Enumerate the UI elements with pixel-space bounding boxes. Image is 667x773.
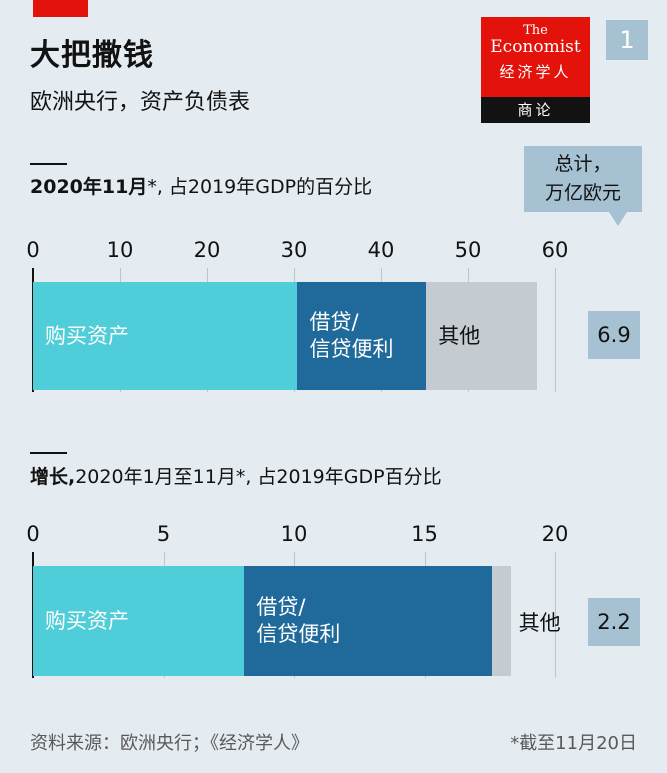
totals-label-pointer bbox=[609, 212, 627, 226]
chart1-tick-label: 20 bbox=[193, 238, 221, 262]
chart2-title-bold: 增长, bbox=[30, 466, 76, 488]
chart2-title: 增长,2020年1月至11月*, 占2019年GDP百分比 bbox=[30, 462, 442, 489]
logo-the: The bbox=[523, 23, 548, 38]
chart1-segment-label: 其他 bbox=[438, 323, 481, 348]
chart-subtitle: 欧洲央行，资产负债表 bbox=[30, 90, 251, 115]
date-footnote: *截至11月20日 bbox=[510, 733, 637, 754]
source-note: 资料来源：欧洲央行；《经济学人》 bbox=[30, 733, 309, 754]
chart1-title: 2020年11月*, 占2019年GDP的百分比 bbox=[30, 172, 372, 199]
brand-red-tab bbox=[33, 0, 88, 17]
logo-section: 商论 bbox=[481, 97, 590, 123]
chart2-gridline bbox=[555, 552, 556, 678]
chart-number-badge: 1 bbox=[606, 20, 648, 60]
chart1-tick-label: 50 bbox=[454, 238, 482, 262]
chart1-tick-label: 0 bbox=[26, 238, 40, 262]
logo-economist: Economist bbox=[490, 37, 581, 57]
chart1-total-value: 6.9 bbox=[588, 311, 640, 359]
chart2-tick-label: 15 bbox=[411, 522, 438, 546]
chart2-tick-label: 0 bbox=[26, 522, 40, 546]
chart1-title-bold: 2020年11月 bbox=[30, 176, 148, 198]
chart2-segment-label: 购买资产 bbox=[45, 608, 129, 633]
totals-label-line1: 总计， bbox=[554, 153, 612, 175]
totals-label-line2: 万亿欧元 bbox=[544, 182, 621, 204]
chart1-tick-label: 60 bbox=[541, 238, 569, 262]
chart2-bar-segment: 借贷/ 信贷便利 bbox=[244, 566, 493, 676]
logo-chinese-name: 经济学人 bbox=[499, 63, 572, 81]
chart2-tick-label: 10 bbox=[280, 522, 308, 546]
chart1-gridline bbox=[555, 268, 556, 392]
chart1-bar-segment: 借贷/ 信贷便利 bbox=[297, 282, 427, 390]
chart2-total-value: 2.2 bbox=[588, 598, 640, 646]
chart2-title-rest: 2020年1月至11月*, 占2019年GDP百分比 bbox=[75, 466, 442, 488]
chart1-bar-segment: 购买资产 bbox=[33, 282, 298, 390]
chart2-segment-label: 借贷/ 信贷便利 bbox=[256, 595, 341, 646]
chart1-tick-label: 30 bbox=[280, 238, 308, 262]
chart1-tick-label: 40 bbox=[367, 238, 395, 262]
chart2-bar-segment: 购买资产 bbox=[33, 566, 245, 676]
chart1-bar-segment: 其他 bbox=[426, 282, 537, 390]
chart1-segment-label: 借贷/ 信贷便利 bbox=[309, 310, 394, 361]
chart2-rule bbox=[30, 452, 67, 454]
chart2-segment-label: 其他 bbox=[518, 611, 561, 635]
chart2-tick-label: 20 bbox=[541, 522, 569, 546]
chart2-tick-label: 5 bbox=[156, 522, 171, 546]
chart1-rule bbox=[30, 163, 67, 165]
chart-title: 大把撒钱 bbox=[30, 38, 154, 73]
chart1-tick-label: 10 bbox=[106, 238, 134, 262]
economist-logo: The Economist 经济学人 商论 bbox=[481, 17, 590, 123]
totals-label: 总计， 万亿欧元 bbox=[524, 146, 642, 212]
chart2-bar-segment bbox=[492, 566, 511, 676]
chart1-segment-label: 购买资产 bbox=[45, 323, 129, 348]
chart1-title-rest: *, 占2019年GDP的百分比 bbox=[147, 176, 373, 198]
